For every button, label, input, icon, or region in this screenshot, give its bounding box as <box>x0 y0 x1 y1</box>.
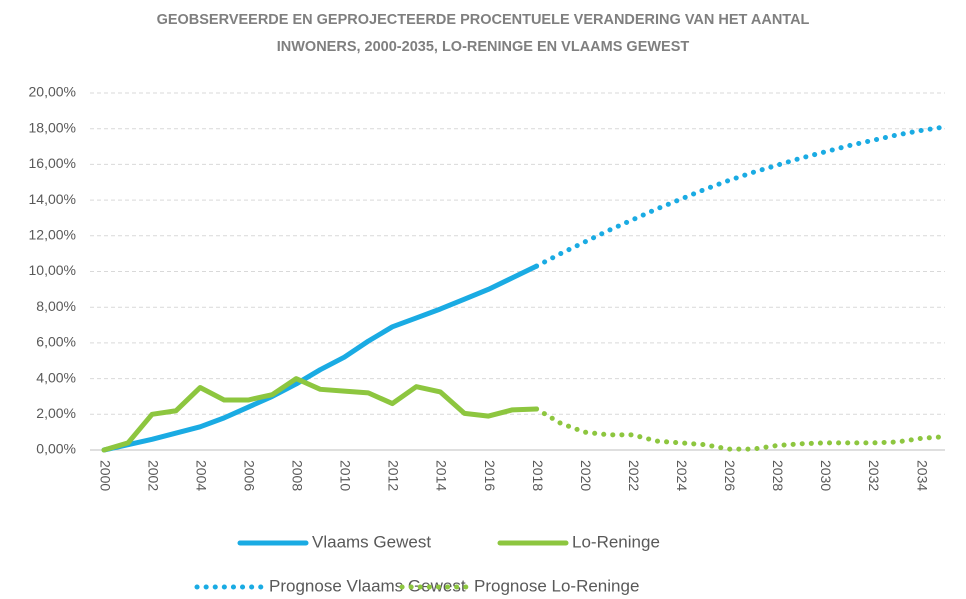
y-tick-label: 8,00% <box>36 298 76 314</box>
x-tick-label: 2026 <box>722 460 738 491</box>
x-tick-label: 2008 <box>290 460 306 491</box>
y-tick-label: 18,00% <box>29 119 76 135</box>
x-tick-label: 2028 <box>770 460 786 491</box>
x-tick-label: 2000 <box>97 460 113 491</box>
x-tick-label: 2024 <box>674 460 690 491</box>
x-tick-label: 2016 <box>482 460 498 491</box>
y-tick-label: 20,00% <box>29 84 76 100</box>
chart-title: GEOBSERVEERDE EN GEPROJECTEERDE PROCENTU… <box>157 12 810 28</box>
x-tick-label: 2012 <box>386 460 402 491</box>
series-line <box>101 376 540 453</box>
y-tick-label: 6,00% <box>36 334 76 350</box>
x-tick-label: 2010 <box>338 460 354 491</box>
y-tick-label: 16,00% <box>29 155 76 171</box>
x-tick-label: 2014 <box>434 460 450 491</box>
y-tick-label: 14,00% <box>29 191 76 207</box>
series-line <box>534 406 948 452</box>
x-tick-label: 2034 <box>914 460 930 491</box>
y-tick-label: 10,00% <box>29 262 76 278</box>
x-tick-label: 2006 <box>241 460 257 491</box>
x-tick-label: 2002 <box>145 460 161 491</box>
series-line <box>534 124 948 269</box>
legend-label: Vlaams Gewest <box>312 532 431 551</box>
chart-title: INWONERS, 2000-2035, LO-RENINGE EN VLAAM… <box>277 39 690 55</box>
x-tick-label: 2030 <box>818 460 834 491</box>
x-tick-label: 2022 <box>626 460 642 491</box>
x-tick-label: 2020 <box>578 460 594 491</box>
legend-label: Prognose Lo-Reninge <box>474 576 639 595</box>
y-tick-label: 2,00% <box>36 405 76 421</box>
y-tick-label: 12,00% <box>29 227 76 243</box>
x-tick-label: 2032 <box>866 460 882 491</box>
y-tick-label: 0,00% <box>36 441 76 457</box>
x-tick-label: 2018 <box>530 460 546 491</box>
series-line <box>101 263 540 453</box>
legend-label: Prognose Vlaams Gewest <box>269 576 466 595</box>
y-tick-label: 4,00% <box>36 369 76 385</box>
x-tick-label: 2004 <box>193 460 209 491</box>
legend-label: Lo-Reninge <box>572 532 660 551</box>
